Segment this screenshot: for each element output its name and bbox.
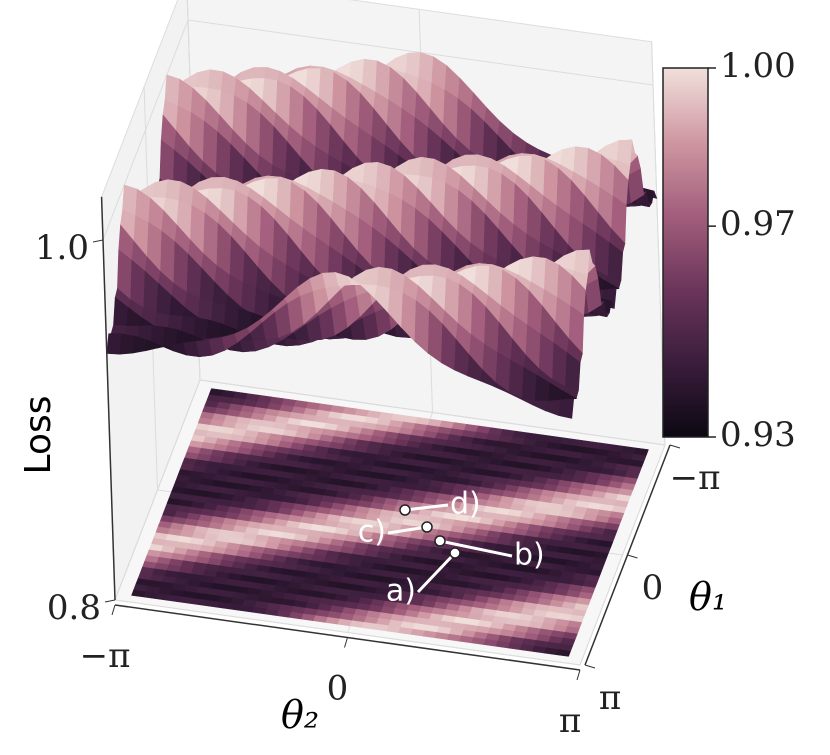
- x-tick-label: π: [559, 701, 581, 741]
- x-tick-label: −π: [80, 636, 131, 676]
- surface-facet: [106, 333, 122, 355]
- surface-facet: [419, 156, 435, 179]
- surface-facet: [195, 69, 211, 89]
- colorbar: [662, 67, 709, 438]
- annotation-point: [434, 535, 446, 547]
- z-tick: [92, 239, 104, 243]
- y-tick: [627, 554, 638, 559]
- annotation-line: [416, 551, 457, 594]
- surface-facet: [119, 333, 135, 355]
- surface-facet: [162, 326, 179, 347]
- surface-facet: [462, 154, 479, 167]
- surface-facet: [207, 69, 224, 92]
- z-axis-line: [100, 196, 116, 601]
- annotation-label: b): [514, 538, 545, 573]
- annotation-line: [404, 503, 449, 512]
- colorbar-tick-label: 0.97: [720, 204, 796, 244]
- annotation-label: d): [450, 487, 481, 522]
- surface-facet: [508, 359, 525, 399]
- z-tick-label: 1.0: [35, 228, 89, 268]
- y-tick: [584, 664, 596, 669]
- surface-facet: [363, 266, 380, 287]
- x-tick-label: 0: [327, 669, 349, 709]
- surface-facet: [420, 264, 436, 277]
- grid-line: [114, 379, 666, 601]
- floor-contour: [131, 388, 649, 657]
- annotation-line: [387, 525, 428, 535]
- x-tick: [576, 669, 581, 681]
- y-tick-label: π: [599, 678, 621, 718]
- x-axis-label: θ₂: [281, 693, 319, 737]
- surface-facet: [152, 179, 169, 199]
- annotation-point: [449, 547, 461, 559]
- surface-facet: [558, 398, 575, 419]
- y-axis-label: θ₁: [689, 575, 727, 619]
- annotation-label: a): [386, 574, 416, 609]
- annotation-label: c): [358, 515, 386, 550]
- colorbar-tick-label: 0.93: [720, 415, 796, 455]
- surface-facet: [208, 177, 225, 190]
- annotation-point: [399, 504, 411, 516]
- y-tick-label: −π: [670, 458, 721, 498]
- colorbar-tick-label: 1.00: [720, 46, 796, 86]
- surface-facet: [193, 317, 209, 340]
- y-tick: [669, 444, 681, 449]
- surface-facet: [165, 179, 182, 202]
- floor-cell: [633, 447, 649, 456]
- surface: [106, 52, 658, 419]
- z-tick: [104, 599, 116, 603]
- x-tick: [111, 604, 116, 616]
- y-tick-label: 0: [642, 568, 664, 608]
- surface-facet: [376, 266, 393, 289]
- x-tick: [344, 637, 348, 648]
- grid-line: [102, 19, 654, 241]
- surface-facet: [406, 156, 422, 177]
- surface-facet: [251, 67, 268, 80]
- z-tick-label: 0.8: [47, 588, 101, 628]
- z-axis-label: Loss: [18, 396, 59, 475]
- annotation-line: [439, 539, 513, 558]
- annotation-point: [421, 521, 433, 533]
